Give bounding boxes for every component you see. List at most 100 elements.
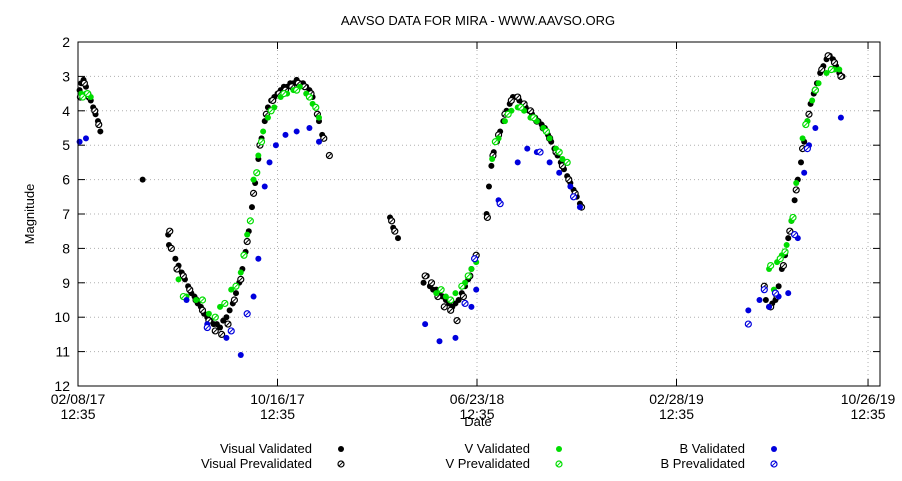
data-point — [766, 303, 773, 310]
data-point — [388, 217, 396, 225]
data-point — [818, 65, 826, 74]
data-point — [791, 197, 798, 204]
y-tick-label: 5 — [62, 137, 70, 153]
data-point — [306, 125, 313, 131]
data-point — [576, 204, 583, 211]
series-b-prevalidated — [203, 145, 811, 335]
series-v-validated — [78, 66, 843, 317]
data-point — [211, 313, 219, 321]
y-tick-label: 11 — [55, 344, 70, 360]
data-point — [827, 65, 835, 74]
legend-label: V Prevalidated — [445, 456, 530, 471]
series-b-validated — [76, 114, 844, 359]
data-point — [762, 297, 769, 303]
legend-marker — [556, 446, 562, 452]
data-point — [830, 59, 839, 67]
data-point — [452, 290, 459, 297]
data-point — [793, 180, 800, 187]
data-point — [198, 306, 207, 314]
y-tick-label: 9 — [62, 275, 70, 291]
data-point — [223, 314, 230, 321]
data-point — [464, 272, 472, 280]
data-point — [421, 272, 429, 280]
data-point — [483, 213, 491, 222]
data-point — [455, 297, 462, 303]
data-point — [812, 125, 819, 131]
data-point — [255, 255, 262, 262]
data-point — [83, 89, 92, 98]
data-point — [193, 297, 200, 303]
legend-entry: Visual Prevalidated — [201, 456, 345, 471]
y-tick-label: 10 — [54, 309, 70, 325]
data-points-layer — [76, 52, 846, 359]
data-point — [453, 317, 461, 325]
data-point — [246, 217, 254, 225]
data-point — [514, 159, 521, 166]
legend-label: B Prevalidated — [660, 456, 745, 471]
data-point — [269, 96, 277, 105]
data-point — [243, 310, 251, 318]
data-point — [217, 324, 224, 331]
legend-marker — [770, 460, 778, 468]
data-point — [267, 107, 275, 115]
data-point — [244, 231, 251, 238]
y-tick-label: 12 — [54, 378, 70, 394]
grid-layer — [78, 42, 880, 386]
data-point — [775, 283, 782, 290]
data-point — [473, 286, 480, 293]
x-tick-label-time: 12:35 — [260, 406, 295, 422]
data-point — [280, 89, 288, 98]
legend-marker — [337, 460, 345, 468]
data-point — [249, 189, 258, 197]
x-axis-label: Date — [464, 414, 491, 429]
data-point — [248, 204, 255, 211]
legend-entry: V Prevalidated — [445, 456, 563, 471]
legend-marker — [771, 446, 777, 452]
data-point — [250, 176, 257, 183]
data-point — [563, 158, 571, 166]
data-point — [792, 186, 800, 194]
data-point — [837, 114, 844, 121]
legend-marker — [338, 446, 344, 452]
data-point — [172, 255, 179, 262]
data-point — [250, 293, 257, 300]
chart-title: AAVSO DATA FOR MIRA - WWW.AAVSO.ORG — [341, 13, 615, 28]
data-point — [422, 321, 429, 328]
legend-marker — [555, 460, 563, 468]
data-point — [272, 142, 279, 149]
data-point — [760, 286, 768, 294]
data-point — [80, 79, 88, 87]
legend-entry: Visual Validated — [220, 441, 344, 456]
data-point — [275, 89, 283, 98]
data-point — [786, 227, 794, 235]
data-point — [233, 290, 240, 297]
data-point — [95, 120, 103, 129]
data-point — [524, 145, 531, 152]
data-point — [756, 297, 763, 303]
data-point — [237, 352, 244, 359]
x-tick-label-date: 10/26/19 — [841, 391, 896, 407]
data-point — [779, 262, 788, 270]
data-point — [801, 169, 808, 176]
data-point — [783, 241, 790, 248]
x-tick-label-date: 06/23/18 — [450, 391, 505, 407]
data-point — [526, 107, 535, 115]
x-tick-label-date: 02/28/19 — [649, 391, 704, 407]
x-tick-label-time: 12:35 — [60, 406, 95, 422]
legend-label: Visual Prevalidated — [201, 456, 312, 471]
data-point — [320, 134, 328, 142]
data-point — [458, 282, 466, 290]
data-point — [243, 237, 251, 246]
data-point — [230, 296, 239, 304]
data-point — [546, 135, 553, 142]
data-point — [442, 293, 449, 300]
data-point — [815, 80, 822, 87]
data-point — [799, 135, 806, 142]
data-point — [203, 323, 211, 332]
data-point — [198, 296, 207, 304]
data-point — [237, 269, 244, 276]
data-point — [211, 327, 219, 335]
data-point — [447, 306, 455, 314]
data-point — [824, 52, 832, 60]
